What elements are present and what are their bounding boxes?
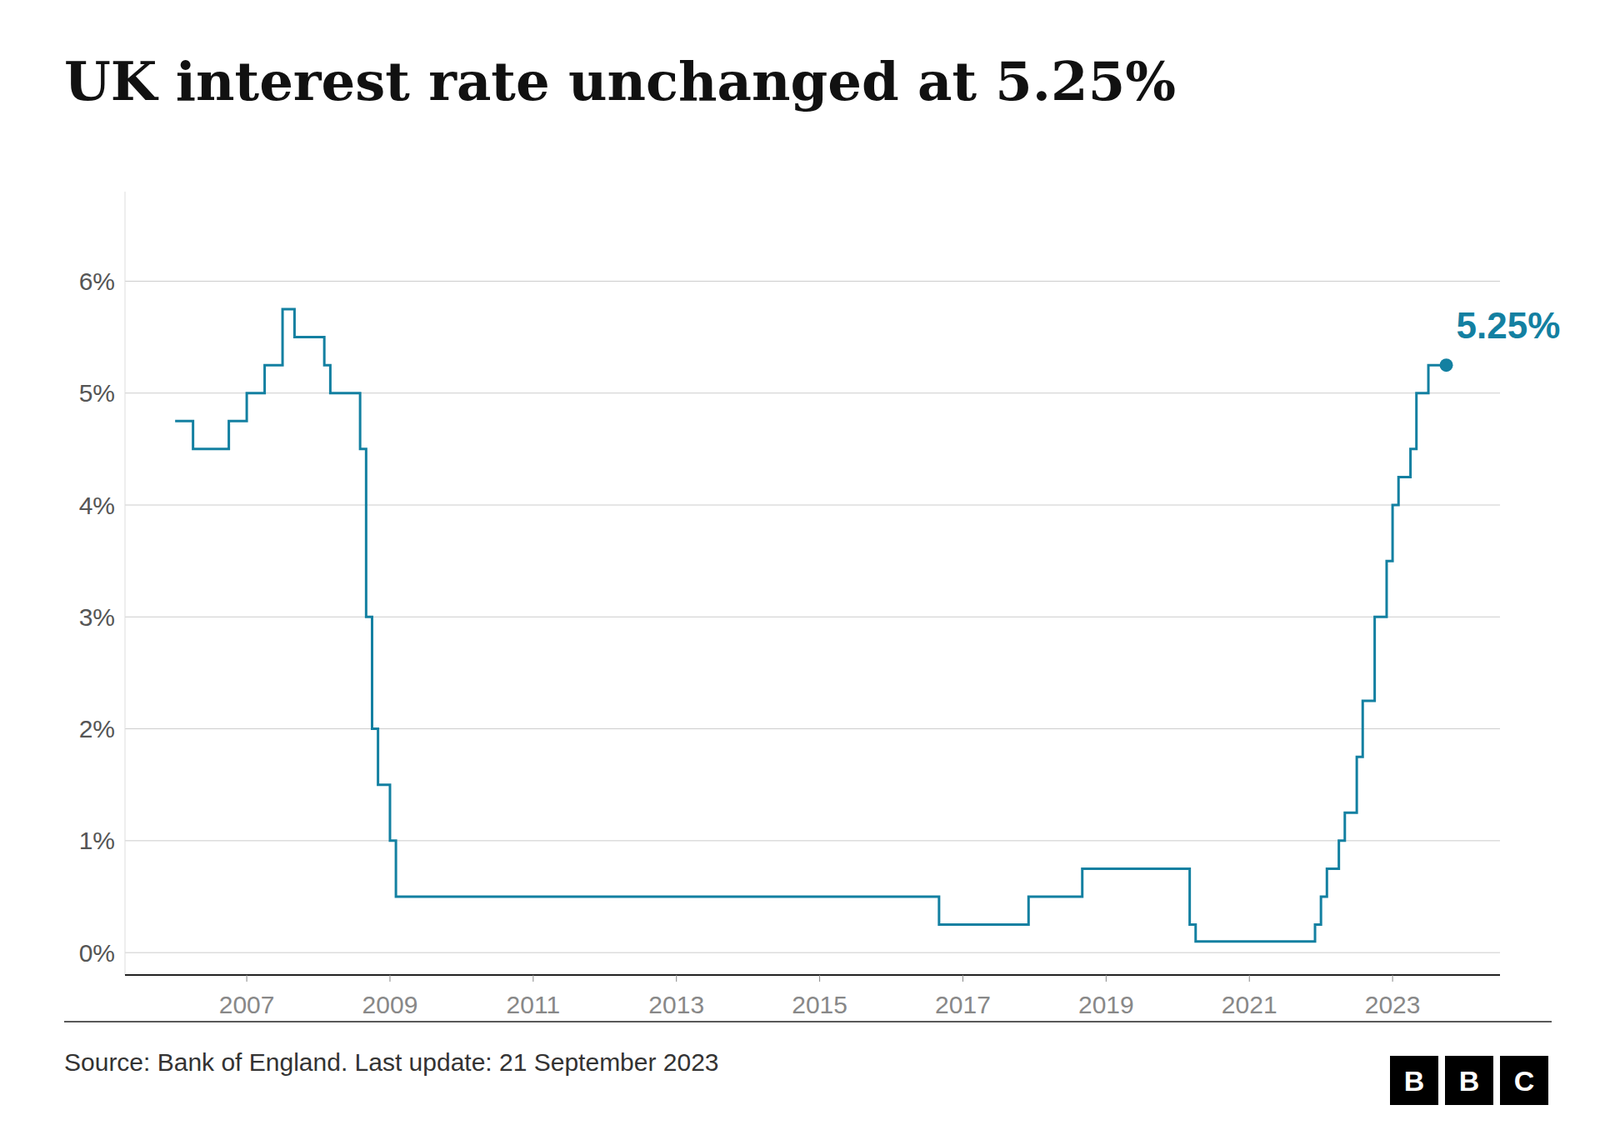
x-tick-label: 2015 bbox=[791, 990, 848, 1019]
y-tick-label: 4% bbox=[79, 491, 115, 520]
x-tick bbox=[1249, 975, 1250, 982]
x-tick bbox=[1392, 975, 1394, 982]
y-tick-label: 5% bbox=[79, 379, 115, 407]
x-tick-label: 2011 bbox=[506, 990, 561, 1019]
x-tick bbox=[819, 975, 820, 982]
y-tick-label: 2% bbox=[79, 715, 115, 743]
x-tick-label: 2009 bbox=[362, 990, 419, 1019]
grid-line bbox=[125, 952, 1500, 954]
rate-line bbox=[175, 309, 1446, 942]
separator bbox=[64, 1020, 1552, 1023]
grid-line bbox=[125, 280, 1500, 282]
title: UK interest rate unchanged at 5.25% bbox=[64, 50, 1176, 113]
x-tick bbox=[1105, 975, 1107, 982]
x-tick bbox=[532, 975, 534, 982]
logo-letter: B bbox=[1404, 1065, 1425, 1097]
x-tick-label: 2007 bbox=[219, 990, 275, 1019]
logo-letter: C bbox=[1514, 1065, 1535, 1097]
y-tick-label: 0% bbox=[79, 939, 115, 967]
y-tick-labels: 0% 1% 2% 3% 4% 5% 6% bbox=[79, 267, 115, 967]
x-tick-label: 2013 bbox=[648, 990, 705, 1019]
y-tick-label: 3% bbox=[79, 603, 115, 631]
logo-box bbox=[1500, 1055, 1549, 1105]
x-tick bbox=[246, 975, 248, 982]
annotation: 5.25% bbox=[1456, 305, 1561, 346]
background bbox=[0, 0, 1600, 1125]
last-point bbox=[1440, 358, 1454, 372]
logo-box bbox=[1445, 1055, 1494, 1105]
grid-line bbox=[125, 728, 1500, 730]
chart: UK interest rate unchanged at 5.25% 0% 1% 2… bbox=[0, 0, 1600, 1125]
logo: BBC bbox=[1390, 1055, 1549, 1105]
x-tick-label: 2017 bbox=[935, 990, 991, 1019]
source: Source: Bank of England. Last update: 21… bbox=[64, 1048, 720, 1076]
plot-area bbox=[175, 309, 1453, 942]
y-grid bbox=[125, 280, 1500, 953]
logo-box bbox=[1390, 1055, 1439, 1105]
logo-letter: B bbox=[1459, 1065, 1480, 1097]
grid-line bbox=[125, 840, 1500, 841]
grid-line bbox=[125, 616, 1500, 618]
page: {"chart_data": { "type": "line", "line_s… bbox=[0, 0, 1600, 1125]
x-axis-line bbox=[125, 974, 1500, 976]
y-tick-label: 1% bbox=[79, 826, 115, 855]
x-tick-label: 2021 bbox=[1221, 990, 1278, 1019]
grid-line bbox=[125, 505, 1500, 506]
x-tick-label: 2023 bbox=[1365, 990, 1421, 1019]
x-tick bbox=[675, 975, 677, 982]
x-tick bbox=[962, 975, 964, 982]
y-axis-line bbox=[125, 191, 126, 975]
x-tick bbox=[389, 975, 390, 982]
y-tick-label: 6% bbox=[79, 267, 115, 295]
logo-text: BBC bbox=[1404, 1065, 1535, 1097]
x-tick-label: 2019 bbox=[1078, 990, 1135, 1019]
x-axis: 2007 2009 2011 2013 2015 2017 2019 2021 2023 bbox=[125, 975, 1500, 1019]
